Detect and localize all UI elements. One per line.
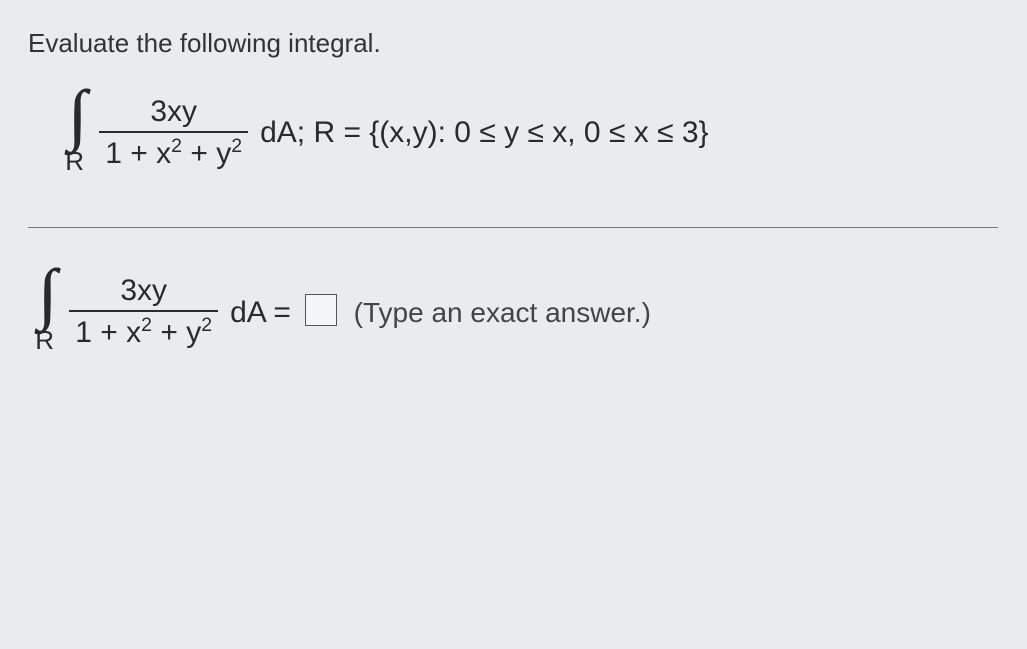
fraction-numerator-2: 3xy bbox=[114, 274, 173, 310]
fraction-denominator: 1 + x2 + y2 bbox=[99, 131, 248, 171]
answer-row: ∫∫ R 3xy 1 + x2 + y2 dA = (Type an exact… bbox=[38, 268, 999, 356]
integrand-fraction: 3xy 1 + x2 + y2 bbox=[99, 95, 248, 171]
integral-rest: dA; R = {(x,y): 0 ≤ y ≤ x, 0 ≤ x ≤ 3} bbox=[260, 116, 709, 150]
double-integral-symbol-2: ∫∫ R bbox=[38, 268, 57, 356]
answer-hint: (Type an exact answer.) bbox=[354, 297, 651, 328]
integral-glyphs-2: ∫∫ bbox=[38, 268, 57, 319]
integral-glyphs: ∫∫ bbox=[68, 89, 87, 140]
problem-page: Evaluate the following integral. ∫∫ R 3x… bbox=[0, 0, 1027, 649]
dA-label: dA; bbox=[260, 116, 305, 149]
answer-input-box[interactable] bbox=[305, 294, 337, 326]
section-divider bbox=[28, 227, 998, 228]
answer-expression: dA = (Type an exact answer.) bbox=[230, 294, 651, 330]
prompt-text: Evaluate the following integral. bbox=[28, 28, 999, 59]
integral-definition-row: ∫∫ R 3xy 1 + x2 + y2 dA; R = {(x,y): 0 ≤… bbox=[68, 89, 999, 177]
dA-equals: dA = bbox=[230, 296, 291, 329]
integral-region-sub-2: R bbox=[35, 325, 54, 356]
fraction-numerator: 3xy bbox=[144, 95, 203, 131]
double-integral-symbol: ∫∫ R bbox=[68, 89, 87, 177]
fraction-denominator-2: 1 + x2 + y2 bbox=[69, 310, 218, 350]
integral-region-sub: R bbox=[65, 146, 84, 177]
integrand-fraction-2: 3xy 1 + x2 + y2 bbox=[69, 274, 218, 350]
region-definition: R = {(x,y): 0 ≤ y ≤ x, 0 ≤ x ≤ 3} bbox=[313, 116, 708, 149]
